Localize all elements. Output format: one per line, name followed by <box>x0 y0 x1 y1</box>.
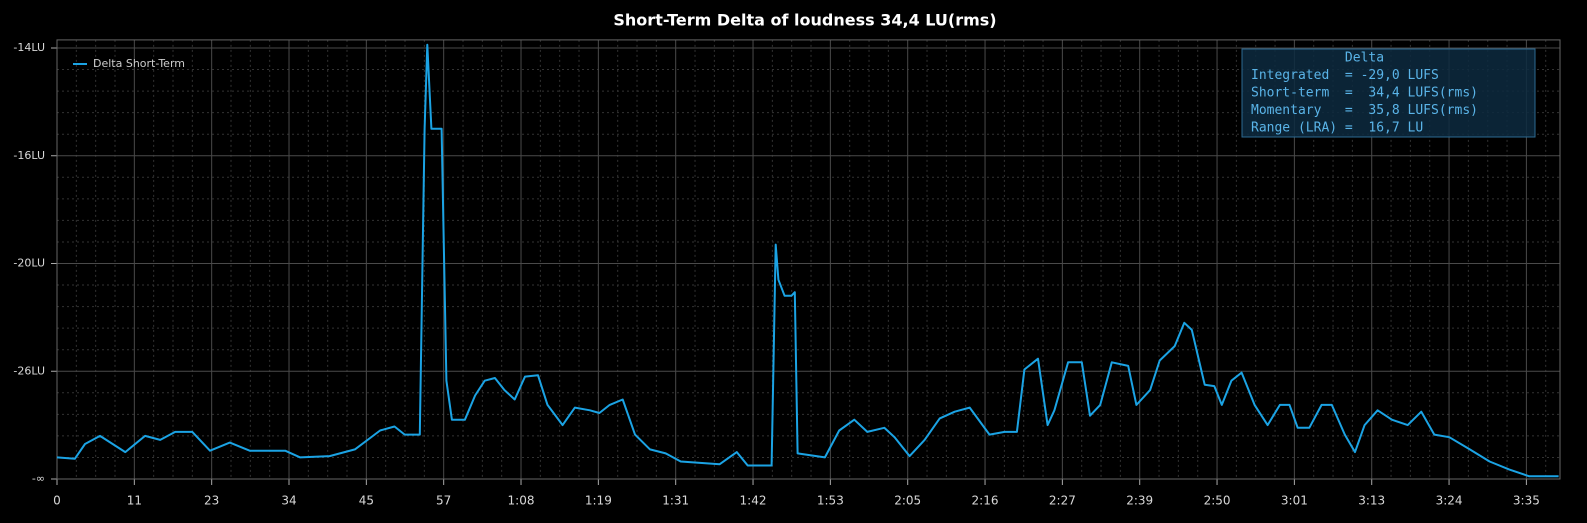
x-tick-label: 2:39 <box>1126 494 1153 508</box>
x-tick-label: 2:05 <box>894 494 921 508</box>
x-tick-label: 57 <box>436 494 451 508</box>
stats-box <box>1241 48 1536 138</box>
x-tick-label: 0 <box>53 494 61 508</box>
stats-line: Short-term = 34,4 LUFS(rms) <box>1251 86 1478 101</box>
y-tick-label: -16LU <box>13 149 45 162</box>
y-tick-label: -∞ <box>32 472 45 485</box>
y-tick-label: -14LU <box>13 41 45 54</box>
stats-line: Range (LRA) = 16,7 LU <box>1251 121 1423 136</box>
chart-title: Short-Term Delta of loudness 34,4 LU(rms… <box>613 11 996 30</box>
x-tick-label: 2:16 <box>972 494 999 508</box>
data-line <box>56 43 1559 478</box>
x-tick-label: 3:35 <box>1513 494 1540 508</box>
legend-label: Delta Short-Term <box>93 57 185 70</box>
x-tick-label: 11 <box>127 494 142 508</box>
x-tick-label: 34 <box>281 494 296 508</box>
x-tick-label: 3:24 <box>1436 494 1463 508</box>
y-tick-label: -26LU <box>13 364 45 377</box>
x-tick-label: 1:08 <box>508 494 535 508</box>
stats-line: Integrated = -29,0 LUFS <box>1251 68 1439 83</box>
x-tick-label: 1:31 <box>662 494 689 508</box>
x-tick-label: 2:50 <box>1204 494 1231 508</box>
x-tick-label: 1:53 <box>817 494 844 508</box>
x-tick-label: 23 <box>204 494 219 508</box>
x-tick-label: 45 <box>359 494 374 508</box>
plot-frame <box>56 39 1561 480</box>
x-tick-label: 1:42 <box>740 494 767 508</box>
x-tick-label: 2:27 <box>1049 494 1076 508</box>
y-tick-label: -20LU <box>13 257 45 270</box>
x-tick-label: 3:13 <box>1358 494 1385 508</box>
x-tick-label: 1:19 <box>585 494 612 508</box>
stats-line: Delta <box>1251 51 1384 66</box>
x-tick-label: 3:01 <box>1281 494 1308 508</box>
stats-line: Momentary = 35,8 LUFS(rms) <box>1251 103 1478 118</box>
